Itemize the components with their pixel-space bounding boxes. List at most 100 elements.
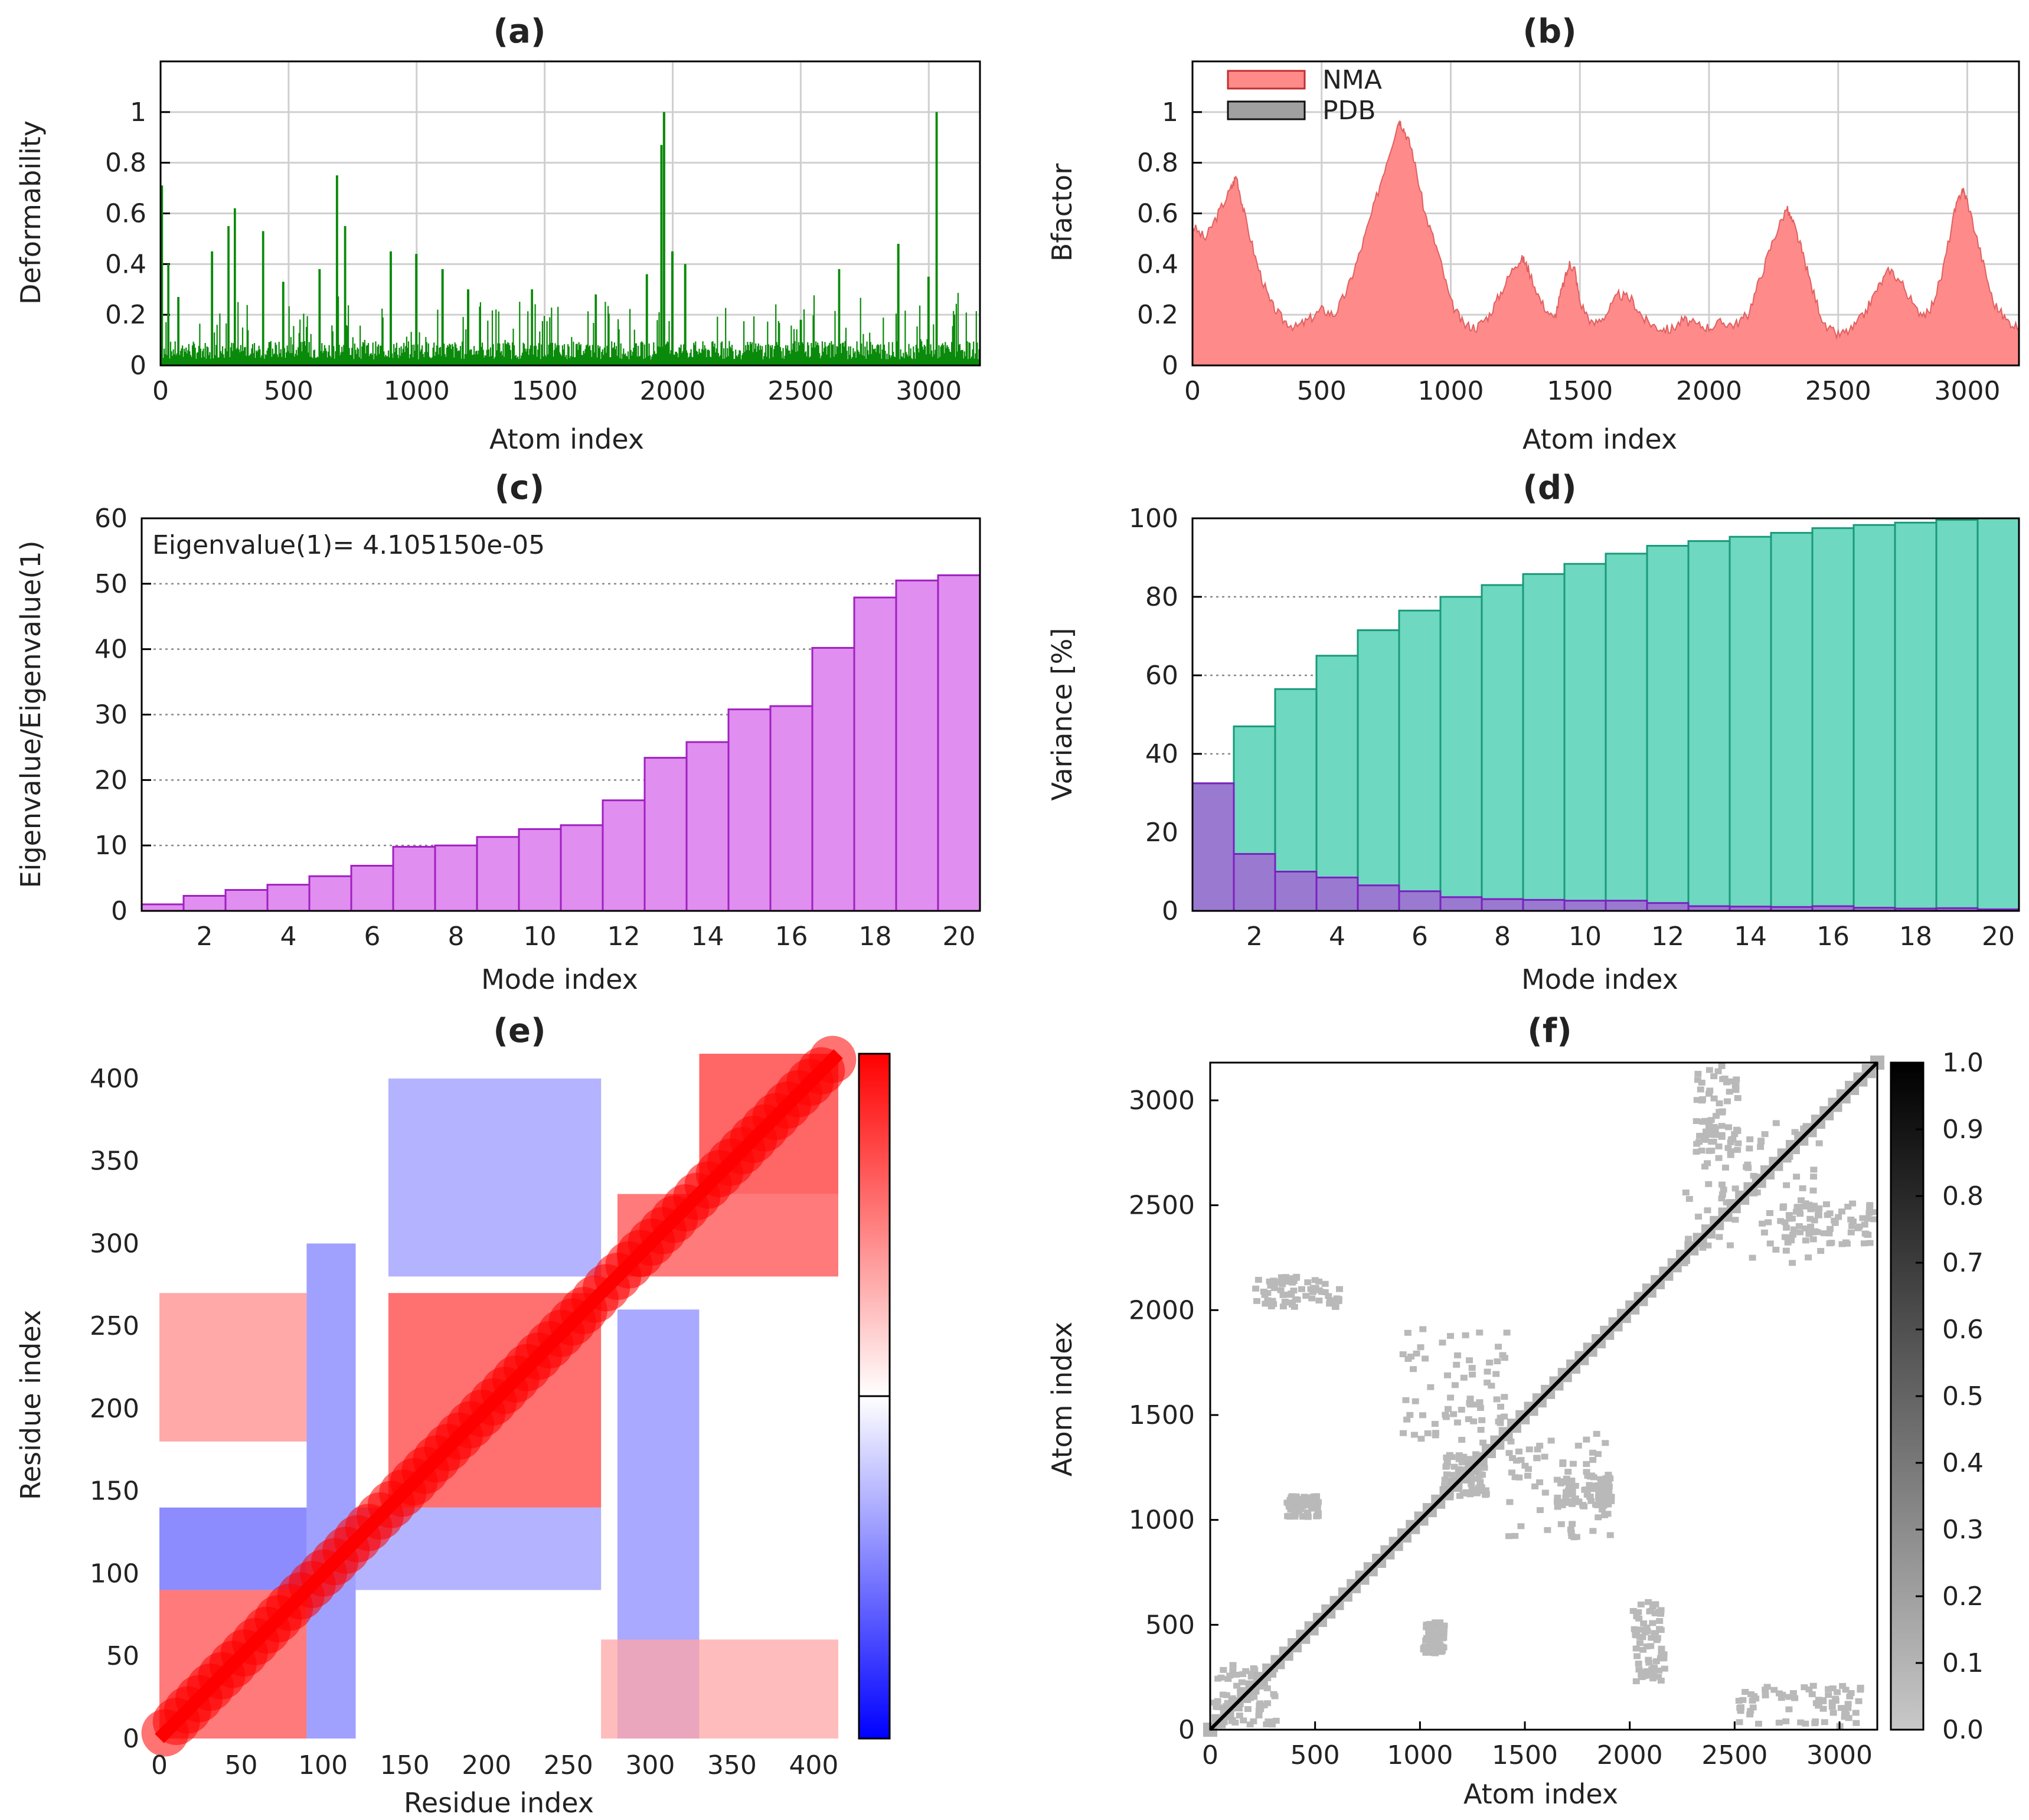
tick-label-y: 50 <box>94 569 128 599</box>
contact-cell <box>1825 1686 1832 1692</box>
contact-cell <box>1606 1532 1614 1538</box>
contact-cell <box>1466 1396 1474 1402</box>
colorbar-tick-label: 0.6 <box>1942 1315 1984 1345</box>
contact-cell <box>1458 1459 1466 1466</box>
contact-cell <box>1567 1530 1575 1536</box>
panel-e: (e) 0 50 100 150 200 250 300 350 400 0 50 100 150 200… <box>15 1012 891 1819</box>
contact-cell <box>1454 1352 1462 1358</box>
contact-cell <box>1547 1437 1555 1444</box>
contact-cell <box>1440 1644 1448 1651</box>
contact-cell <box>1229 1668 1237 1674</box>
contact-cell <box>1436 1619 1444 1626</box>
contact-cell <box>1828 1704 1836 1710</box>
contact-cell <box>1724 1145 1732 1151</box>
contact-cell <box>1809 1236 1817 1243</box>
contact-cell <box>1567 1498 1575 1504</box>
contact-cell <box>1635 1660 1642 1667</box>
contact-cell <box>1655 1609 1663 1615</box>
contact-cell <box>1815 1208 1822 1215</box>
contact-cell <box>1458 1436 1466 1443</box>
contact-cell <box>1640 1620 1648 1626</box>
tick-label-y: 400 <box>90 1064 139 1094</box>
contact-cell <box>1468 1481 1475 1488</box>
contact-cell <box>1431 1420 1439 1427</box>
contact-cell <box>1582 1486 1590 1493</box>
tick-label-x: 4 <box>1329 922 1345 952</box>
tick-label-y: 0.2 <box>105 300 146 330</box>
contact-cell <box>1783 1224 1791 1231</box>
contact-cell <box>1815 1701 1822 1708</box>
contact-cell <box>1521 1462 1529 1469</box>
tick-label-x: 1500 <box>512 376 578 406</box>
contact-cell <box>1796 1211 1804 1217</box>
tick-label-y: 1 <box>130 97 146 128</box>
contact-cell <box>1564 1487 1572 1494</box>
contact-cell <box>1301 1497 1308 1504</box>
eigen-bar <box>308 875 352 912</box>
tick-label-x: 500 <box>1290 1740 1340 1770</box>
contact-cell <box>1760 1229 1768 1236</box>
contact-cell <box>1698 1148 1705 1154</box>
contact-cell <box>1460 1374 1468 1381</box>
contact-cell <box>1797 1719 1805 1726</box>
contact-cell <box>1765 1219 1772 1226</box>
contact-cell <box>1298 1503 1305 1509</box>
cumulative-variance-bar <box>1935 519 1979 912</box>
contact-cell <box>1559 1478 1567 1485</box>
contact-cell <box>1802 1720 1809 1727</box>
contact-cell <box>1470 1418 1478 1424</box>
tick-label-x: 8 <box>1494 922 1511 952</box>
individual-variance-bar <box>1605 900 1648 912</box>
contact-cell <box>1219 1691 1227 1698</box>
contact-cell <box>1303 1509 1311 1515</box>
contact-cell <box>1476 1479 1484 1485</box>
contact-cell <box>1476 1471 1484 1478</box>
contact-cell <box>1478 1417 1486 1423</box>
contact-cell <box>1224 1700 1231 1706</box>
contact-cell <box>1511 1533 1519 1539</box>
contact-cell <box>1590 1482 1598 1489</box>
tick-label-x: 20 <box>943 922 976 952</box>
contact-cell <box>1553 1476 1561 1483</box>
contact-cell <box>1607 1496 1615 1503</box>
contact-cell <box>1536 1479 1544 1485</box>
panel-a: (a) 0 500 1000 1500 2000 2500 3000 0 0.2 0.4 0.6 0.… <box>15 12 981 455</box>
panel-c-xlabel: Mode index <box>481 963 638 995</box>
contact-cell <box>1694 1070 1702 1077</box>
contact-cell <box>1567 1526 1574 1533</box>
contact-cell <box>1494 1358 1501 1365</box>
contact-cell <box>1308 1505 1315 1512</box>
tick-label-x: 10 <box>1569 922 1602 952</box>
contact-cell <box>1854 1225 1862 1231</box>
contact-cell <box>1410 1432 1418 1438</box>
cumulative-variance-bar <box>1481 584 1524 912</box>
contact-cell <box>1841 1710 1849 1716</box>
contact-cell <box>1651 1664 1658 1671</box>
contact-cell <box>1811 1228 1819 1234</box>
contact-cell <box>1583 1460 1590 1467</box>
contact-cell <box>1593 1486 1600 1492</box>
contact-cell <box>1737 1704 1745 1710</box>
contact-cell <box>1838 1208 1846 1215</box>
contact-cell <box>1793 1174 1801 1180</box>
contact-cell <box>1281 1298 1289 1305</box>
contact-cell <box>1262 1301 1269 1307</box>
diagonal-line <box>155 1049 843 1743</box>
contact-cell <box>1441 1476 1449 1483</box>
contact-cell <box>1533 1455 1541 1461</box>
contact-cell <box>1583 1469 1590 1475</box>
eigen-bar <box>602 799 646 912</box>
contact-cell <box>1685 1236 1693 1242</box>
contact-cell <box>1477 1427 1485 1433</box>
cumulative-variance-bar <box>1770 532 1814 912</box>
contact-cell <box>1733 1076 1740 1083</box>
contact-cell <box>1788 1237 1795 1244</box>
contact-cell <box>1269 1718 1276 1725</box>
panel-f-plot: 0 500 1000 1500 2000 2500 3000 0 500 1000 1500 2000… <box>1129 1056 1884 1770</box>
contact-cell <box>1638 1672 1645 1678</box>
legend-swatch-pdb <box>1227 100 1306 120</box>
contact-cell <box>1443 1471 1450 1478</box>
panel-a-ylabel: Deformability <box>15 120 47 305</box>
contact-cell <box>1290 1508 1298 1515</box>
contact-cell <box>1685 1195 1693 1202</box>
